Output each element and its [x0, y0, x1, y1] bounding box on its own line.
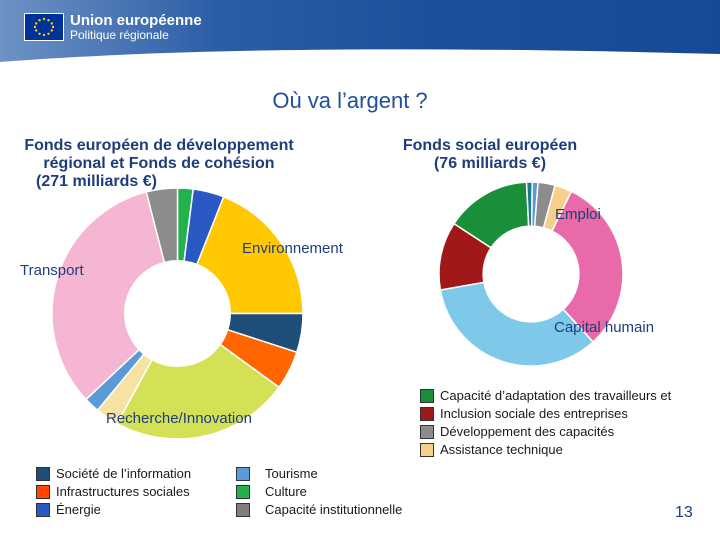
donut-chart-esf — [438, 181, 624, 367]
legend-item: Société de l’information — [36, 465, 191, 483]
legend-item: Infrastructures sociales — [36, 483, 191, 501]
donut-slice-assistance-technique — [542, 184, 573, 233]
legend-middle: Tourisme Culture Capacité institutionnel… — [236, 465, 402, 519]
legend-item: Énergie — [36, 501, 191, 519]
org-name: Union européenne — [70, 12, 202, 29]
legend-item: Assistance technique — [420, 441, 671, 459]
donut-slice-recherche-innovation — [116, 343, 281, 440]
label-recherche: Recherche/Innovation — [106, 410, 252, 427]
donut-slice-emploi — [550, 190, 624, 343]
legend-item: Capacité institutionnelle — [236, 501, 402, 519]
eu-flag-icon — [24, 13, 64, 41]
donut-chart-erdf — [51, 187, 304, 440]
legend-item: Culture — [236, 483, 402, 501]
legend-left: Société de l’information Infrastructures… — [36, 465, 191, 519]
label-environnement: Environnement — [242, 240, 343, 257]
fund-left-title: Fonds européen de développement régional… — [24, 137, 294, 190]
legend-item: Tourisme — [236, 465, 402, 483]
dept-name: Politique régionale — [70, 28, 169, 42]
header-wave — [0, 49, 720, 74]
page-number: 13 — [675, 504, 693, 521]
legend-item: Capacité d’adaptation des travailleurs e… — [420, 387, 671, 405]
legend-right: Capacité d’adaptation des travailleurs e… — [420, 387, 671, 459]
label-emploi: Emploi — [555, 206, 601, 223]
fund-right-title: Fonds social européen (76 milliards €) — [402, 137, 578, 172]
donut-slice-transport — [51, 191, 166, 401]
donut-slice-capital-humain — [439, 281, 595, 367]
label-transport: Transport — [20, 262, 84, 279]
donut-slice-capacit-institutionnelle — [145, 187, 179, 264]
page-title: Où va l’argent ? — [272, 88, 428, 113]
label-capital-humain: Capital humain — [554, 319, 655, 336]
legend-item: Développement des capacités — [420, 423, 671, 441]
donut-slice-environnement — [195, 195, 304, 315]
legend-item: Inclusion sociale des entreprises — [420, 405, 671, 423]
